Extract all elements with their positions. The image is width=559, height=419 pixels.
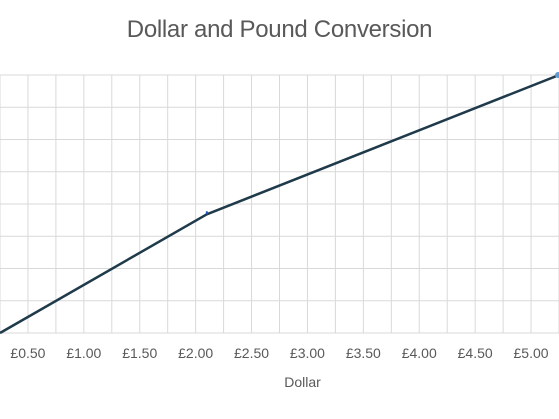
x-tick-label: £2.00 <box>178 345 213 361</box>
x-tick-label: £4.00 <box>402 345 437 361</box>
x-tick-label: £0.50 <box>10 345 45 361</box>
x-tick-label: £1.00 <box>66 345 101 361</box>
x-tick-label: £3.50 <box>346 345 381 361</box>
series-end-marker <box>555 72 559 78</box>
x-tick-label: £2.50 <box>234 345 269 361</box>
x-tick-label: £5.00 <box>514 345 549 361</box>
x-tick-label: £1.50 <box>122 345 157 361</box>
series-point-marker <box>205 211 208 215</box>
chart-title: Dollar and Pound Conversion <box>126 16 433 43</box>
x-tick-label: £3.00 <box>290 345 325 361</box>
x-axis-title: Dollar <box>284 374 321 390</box>
x-tick-label: £4.50 <box>458 345 493 361</box>
